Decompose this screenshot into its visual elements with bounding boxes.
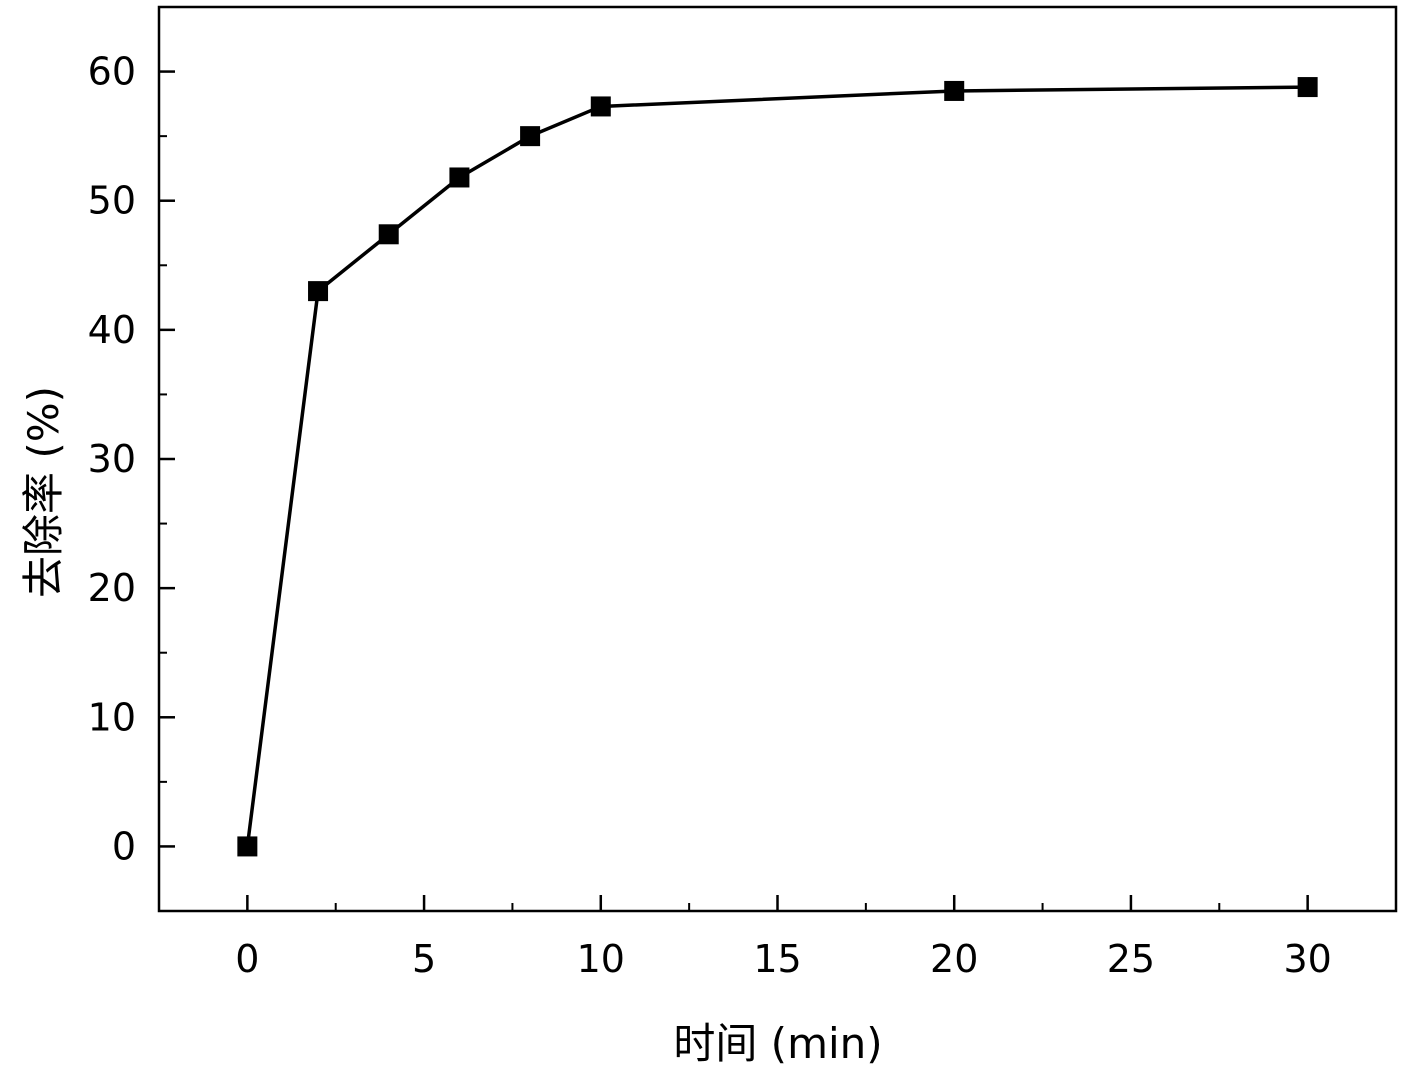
data-point-marker (1297, 77, 1318, 98)
y-tick-label: 0 (112, 824, 136, 868)
y-tick-label: 50 (88, 179, 136, 223)
x-tick-label: 20 (930, 937, 978, 981)
y-axis-title: 去除率 (%) (19, 386, 68, 598)
series-layer (237, 77, 1318, 857)
y-tick-label: 10 (88, 695, 136, 739)
plot-frame (157, 5, 1398, 913)
x-tick-label: 25 (1107, 937, 1155, 981)
y-tick-label: 40 (88, 308, 136, 352)
x-axis-title: 时间 (min) (673, 1019, 882, 1068)
data-point-marker (520, 126, 541, 147)
y-tick-label: 20 (88, 566, 136, 610)
data-point-marker (378, 224, 399, 245)
data-point-marker (590, 96, 611, 117)
data-point-marker (308, 281, 329, 302)
data-point-marker (237, 836, 258, 857)
y-tick-label: 60 (88, 50, 136, 94)
x-tick-label: 0 (235, 937, 259, 981)
data-point-marker (449, 167, 470, 188)
series-line (245, 85, 1308, 847)
x-tick-label: 5 (412, 937, 436, 981)
y-tick-label: 30 (88, 437, 136, 481)
x-tick-label: 15 (753, 937, 801, 981)
data-point-marker (944, 80, 965, 101)
x-tick-label: 10 (577, 937, 625, 981)
axes-layer: 0 5 10 15 20 25 30 0 10 20 30 40 50 60 (88, 6, 1332, 981)
x-tick-label: 30 (1283, 937, 1331, 981)
